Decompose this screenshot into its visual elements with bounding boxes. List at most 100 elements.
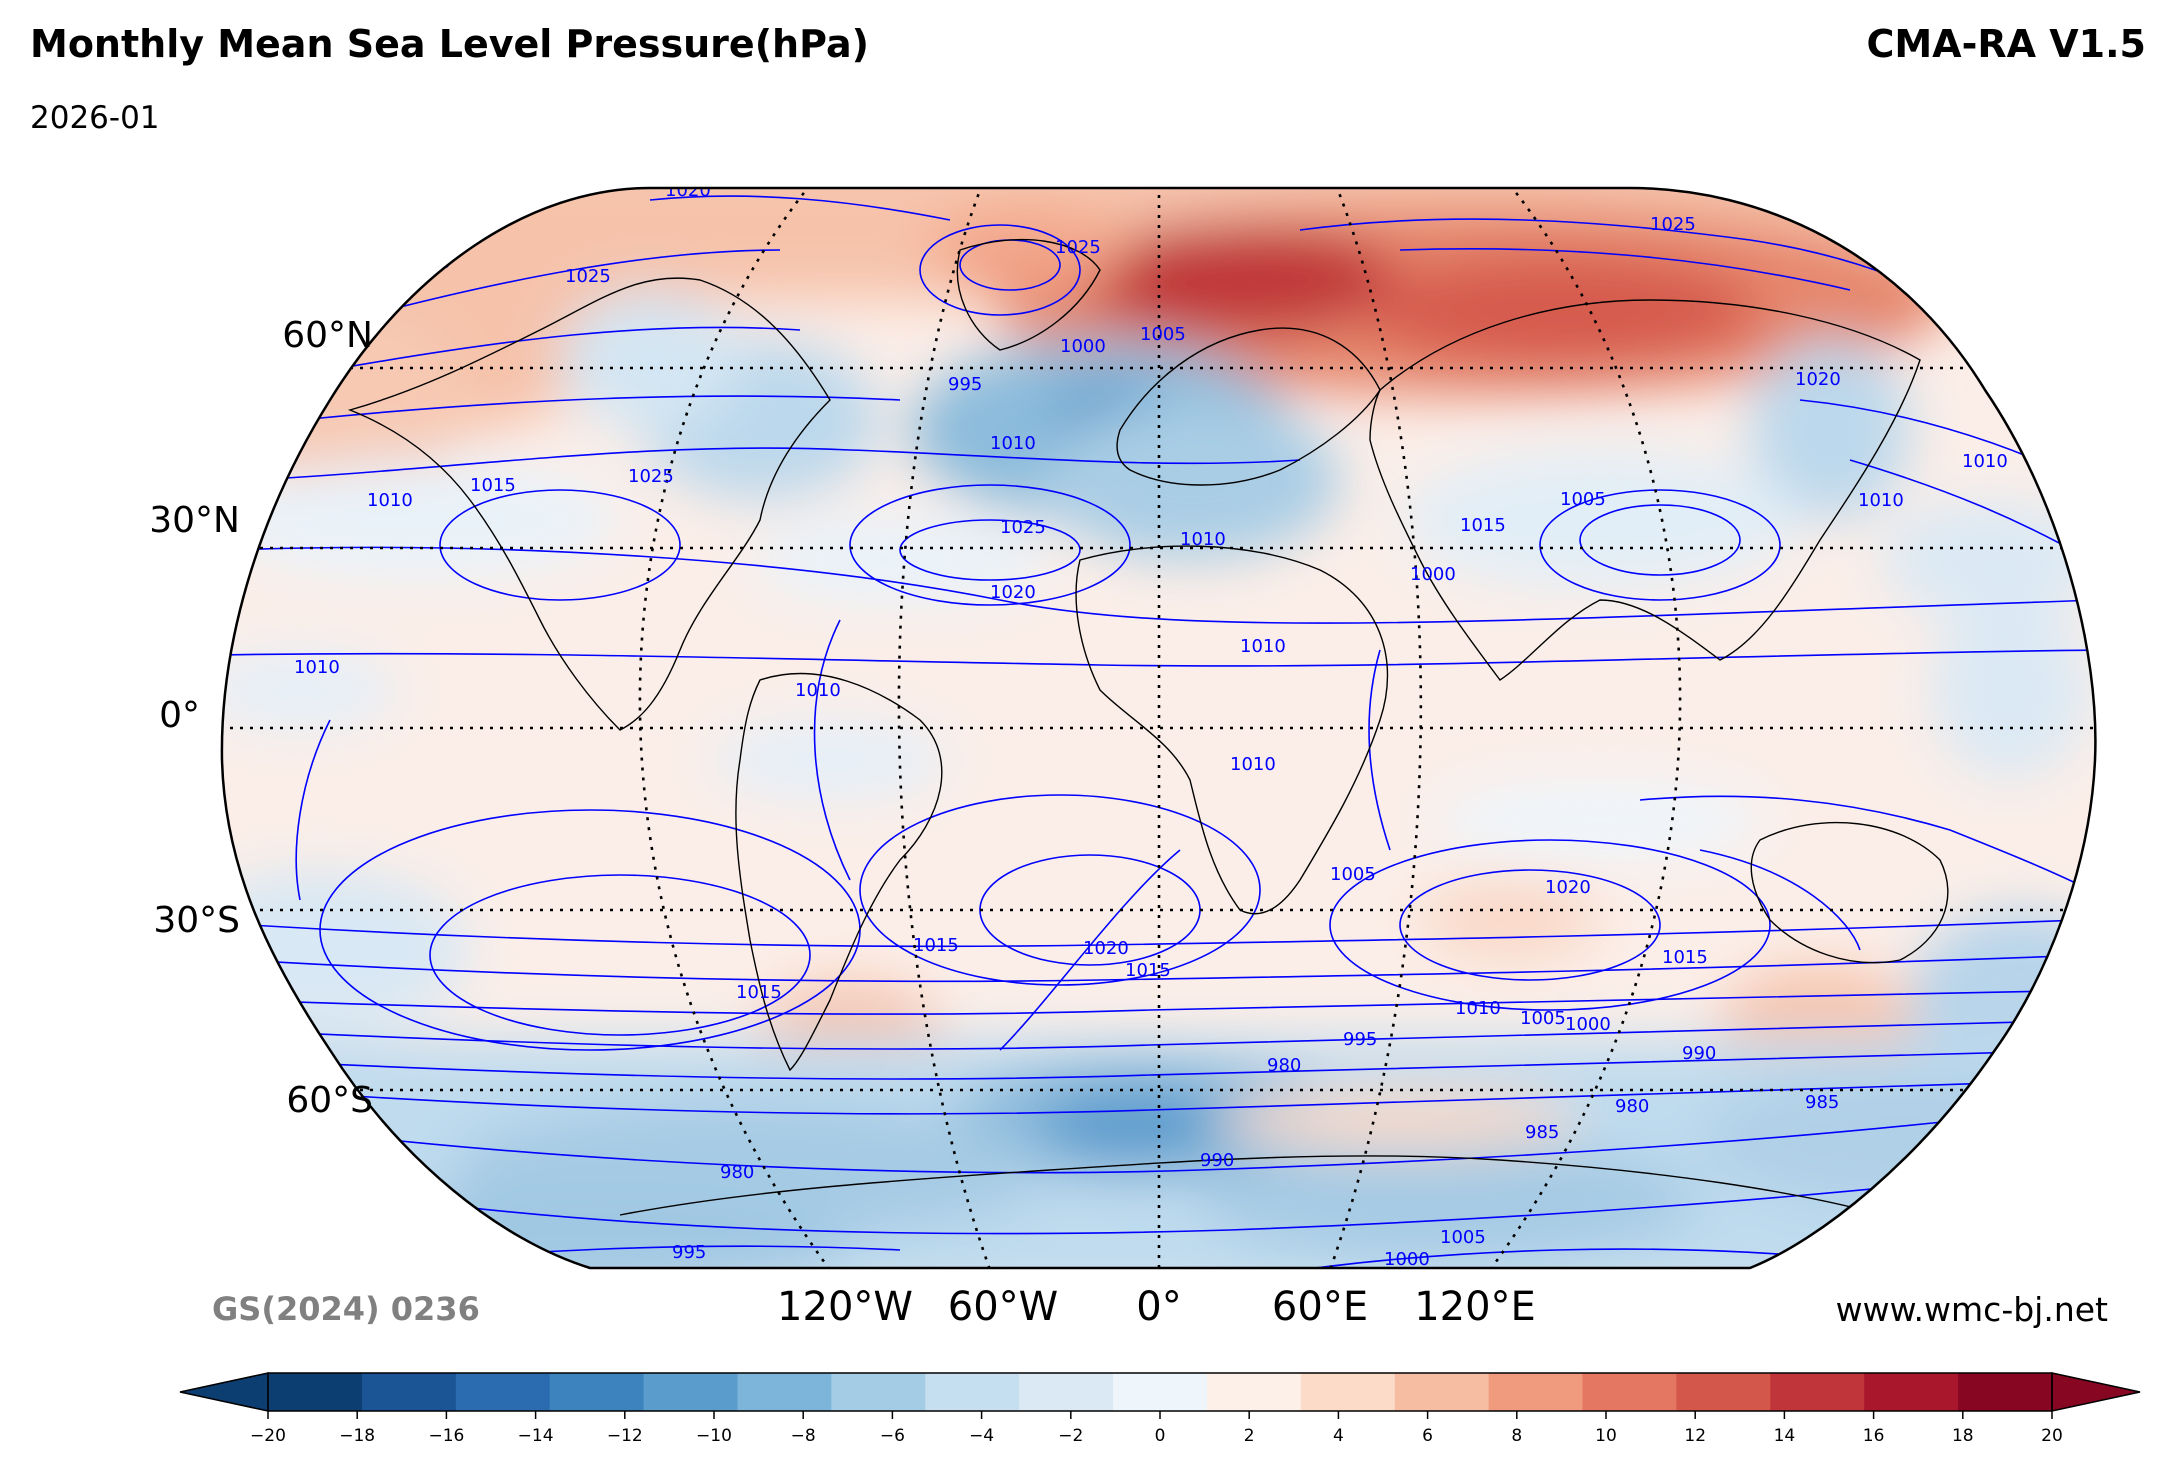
africa-outline <box>1075 545 1389 915</box>
colorbar-tick-label: −6 <box>880 1426 905 1446</box>
antarctica-outline <box>619 1155 1901 1221</box>
lat-label-eq: 0° <box>159 695 200 736</box>
contour-label: 980 <box>720 1162 754 1183</box>
date-label: 2026-01 <box>30 100 160 136</box>
contour-label: 1015 <box>1125 960 1171 981</box>
contour-label: 1000 <box>1565 1014 1611 1035</box>
model-name: CMA-RA V1.5 <box>1866 22 2146 66</box>
colorbar-tick-label: 2 <box>1244 1426 1255 1446</box>
lon-label-120e: 120°E <box>1414 1284 1536 1330</box>
contour-label: 1005 <box>1140 324 1186 345</box>
colorbar-tick-label: 4 <box>1333 1426 1344 1446</box>
lon-label-60e: 60°E <box>1271 1284 1369 1330</box>
colorbar-segment <box>549 1373 645 1411</box>
australia-outline <box>1750 821 1949 964</box>
colorbar-segment <box>831 1373 926 1411</box>
contour-label: 1010 <box>1858 490 1904 511</box>
south-america-outline <box>735 672 943 1072</box>
contour-label: 1005 <box>1560 489 1606 510</box>
colorbar-tick-label: 14 <box>1774 1426 1796 1446</box>
contour-label: 1020 <box>665 180 711 201</box>
contour-label: 1000 <box>1384 1249 1430 1270</box>
colorbar-tick-label: −20 <box>250 1426 286 1446</box>
colorbar-tick-label: −16 <box>428 1426 464 1446</box>
colorbar-segment <box>1019 1373 1114 1411</box>
contour-label: 990 <box>1200 1150 1234 1171</box>
north-america-outline <box>347 277 831 731</box>
website-label: www.wmc-bj.net <box>1835 1290 2108 1329</box>
colorbar-tick-label: −14 <box>518 1426 554 1446</box>
contour-label: 995 <box>1343 1029 1377 1050</box>
lon-label-0: 0° <box>1136 1284 1182 1330</box>
colorbar-tick-label: 8 <box>1511 1426 1522 1446</box>
contour-label: 1025 <box>628 466 674 487</box>
contour-label: 1025 <box>1055 237 1101 258</box>
colorbar-segment <box>1206 1373 1302 1411</box>
contour-label: 1020 <box>990 582 1036 603</box>
contour-label: 995 <box>672 1242 706 1263</box>
colorbar-segment <box>455 1373 551 1411</box>
colorbar-segment <box>737 1373 832 1411</box>
contour-label: 1015 <box>913 935 959 956</box>
greenland-outline <box>956 238 1101 351</box>
contour-label: 1010 <box>1180 529 1226 550</box>
colorbar-tick-label: 6 <box>1422 1426 1433 1446</box>
lon-label-60w: 60°W <box>947 1284 1059 1330</box>
contour-label: 1010 <box>990 433 1036 454</box>
contour-label: 1000 <box>1060 336 1106 357</box>
graticule <box>221 188 2096 1268</box>
lat-label-60s: 60°S <box>286 1080 373 1121</box>
contour-label: 1025 <box>1000 517 1046 538</box>
colorbar-tick-label: 0 <box>1155 1426 1166 1446</box>
colorbar-segment <box>1394 1373 1490 1411</box>
contour-label: 980 <box>1615 1096 1649 1117</box>
contour-label: 1010 <box>1230 754 1276 775</box>
contour-label: 1025 <box>565 266 611 287</box>
contour-label: 1005 <box>1440 1227 1486 1248</box>
colorbar-segment <box>925 1373 1020 1411</box>
contour-label: 1020 <box>1055 167 1101 188</box>
colorbar-segment <box>1676 1373 1771 1411</box>
contour-label: 1005 <box>405 252 451 273</box>
colorbar-tick-label: 12 <box>1684 1426 1706 1446</box>
colorbar: −20 −18 −16 −14 −12 −10 −8 −6 −4 −2 0 2 4 6 8 10 12 14 16 1… <box>179 1372 2141 1446</box>
contour-label: 1005 <box>1330 864 1376 885</box>
anomaly-field: 1020102510201025100510009951010102510151… <box>221 167 2096 1270</box>
colorbar-tick-label: 20 <box>2041 1426 2063 1446</box>
colorbar-segment <box>1488 1373 1584 1411</box>
lat-label-30n: 30°N <box>149 500 240 541</box>
lon-label-120w: 120°W <box>777 1284 913 1330</box>
contour-label: 1010 <box>1455 998 1501 1019</box>
contour-label: 1010 <box>1240 636 1286 657</box>
contour-labels: 1020102510201025100510009951010102510151… <box>294 167 2008 1270</box>
lat-label-60n: 60°N <box>282 315 373 356</box>
contour-label: 1005 <box>1520 1008 1566 1029</box>
contour-label: 980 <box>1267 1055 1301 1076</box>
contour-label: 1020 <box>1795 369 1841 390</box>
coastlines <box>347 238 1949 1221</box>
colorbar-segment <box>643 1373 739 1411</box>
colorbar-tick-label: −8 <box>791 1426 816 1446</box>
asia-outline <box>1369 299 1921 681</box>
contour-label: 985 <box>1805 1092 1839 1113</box>
contour-label: 1015 <box>1460 515 1506 536</box>
chart-title: Monthly Mean Sea Level Pressure(hPa) <box>30 22 869 66</box>
colorbar-segment <box>361 1373 457 1411</box>
colorbar-tick-label: 10 <box>1595 1426 1617 1446</box>
colorbar-segment <box>268 1373 363 1411</box>
contour-label: 990 <box>1682 1043 1716 1064</box>
contour-label: 1010 <box>294 657 340 678</box>
colorbar-tick-label: −18 <box>339 1426 375 1446</box>
colorbar-tick-label: 18 <box>1952 1426 1974 1446</box>
contour-label: 1020 <box>1545 877 1591 898</box>
colorbar-segment <box>1864 1373 1959 1411</box>
colorbar-segment <box>1770 1373 1865 1411</box>
contour-label: 1025 <box>1650 214 1696 235</box>
contour-label: 1010 <box>1962 451 2008 472</box>
contour-label: 1000 <box>1410 564 1456 585</box>
europe-outline <box>1116 327 1381 486</box>
contour-label: 1020 <box>1083 938 1129 959</box>
colorbar-tick-label: −12 <box>607 1426 643 1446</box>
contour-label: 985 <box>1525 1122 1559 1143</box>
contour-label: 1015 <box>470 475 516 496</box>
